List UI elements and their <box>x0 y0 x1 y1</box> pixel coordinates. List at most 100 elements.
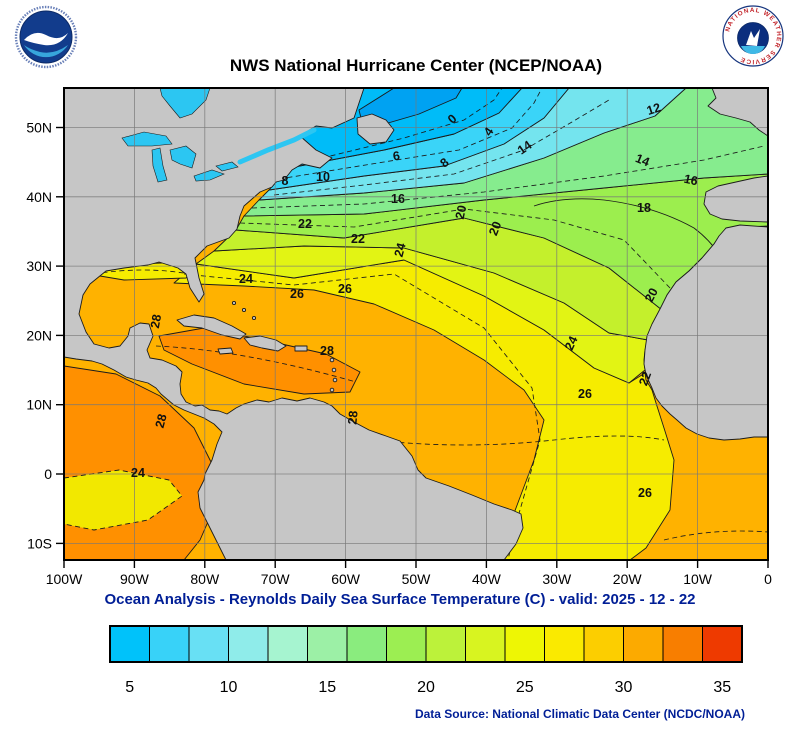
land-bahamas <box>241 307 247 313</box>
contour-label: 28 <box>345 410 360 425</box>
colorbar-tick-label: 20 <box>417 679 435 696</box>
contour-label: 26 <box>638 486 652 500</box>
lake-huron <box>169 145 197 169</box>
x-axis-label: 50W <box>402 571 432 587</box>
colorbar-cell <box>307 625 348 663</box>
x-axis-label: 80W <box>190 571 220 587</box>
contour-label: 24 <box>392 241 409 258</box>
x-axis-label: 70W <box>261 571 291 587</box>
land-europe-uk <box>707 88 768 137</box>
sst-map-figure: 100W 90W 80W 70W 60W 50W 40W 30W 20W 10W 0 50N 40N 30… <box>26 87 772 587</box>
contour-label: 12 <box>645 100 663 118</box>
x-axis-label: 20W <box>613 571 643 587</box>
isoline-19 <box>533 198 725 264</box>
nws-logo-icon: NATIONAL WEATHER SERVICE <box>722 5 784 67</box>
isoline-10 <box>273 99 610 196</box>
map-grid-and-labels: 100W 90W 80W 70W 60W 50W 40W 30W 20W 10W 0 50N 40N 30… <box>26 88 772 587</box>
colorbar-cell <box>425 625 466 663</box>
ocean-swash <box>24 45 68 58</box>
colorbar: 5 10 15 20 25 30 35 <box>109 625 743 696</box>
map-caption: Ocean Analysis - Reynolds Daily Sea Surf… <box>104 591 696 608</box>
contour-label: 20 <box>486 219 504 237</box>
land-americas <box>64 88 524 560</box>
colorbar-tick-label: 15 <box>318 679 336 696</box>
isoline-27-caribbean <box>155 345 357 383</box>
contour-label: 28 <box>153 412 170 429</box>
land-antilles <box>329 387 335 393</box>
contour-label: 20 <box>453 204 470 221</box>
colorbar-tick-label: 30 <box>615 679 633 696</box>
colorbar-cell <box>544 625 585 663</box>
x-axis-label: 30W <box>542 571 572 587</box>
contour-label: 22 <box>351 232 365 246</box>
contour-label: 14 <box>515 138 534 157</box>
seagull-icon <box>24 32 68 46</box>
isoline-27-tropics <box>373 435 665 446</box>
contour-label: 16 <box>391 192 405 206</box>
contour-label: 26 <box>578 387 592 401</box>
land-cuba <box>176 314 247 340</box>
x-axis-label: 10W <box>683 571 713 587</box>
land-puerto-rico <box>294 345 308 352</box>
noaa-logo-icon <box>14 5 78 69</box>
contour-label: 22 <box>298 217 312 231</box>
colorbar-cell <box>188 625 229 663</box>
contour-label: 6 <box>392 149 401 164</box>
x-axis-label: 0 <box>764 571 772 587</box>
contour-label: 24 <box>562 334 581 353</box>
x-axis-label: 40W <box>472 571 502 587</box>
land-newfoundland <box>356 113 395 145</box>
contour-label: 26 <box>338 282 352 296</box>
y-axis-label: 40N <box>26 189 52 205</box>
contour-label: 10 <box>316 170 330 184</box>
land-africa <box>643 224 768 441</box>
contour-label: 28 <box>320 344 334 358</box>
colorbar-cell <box>149 625 190 663</box>
contour-label: 8 <box>282 174 289 188</box>
sst-field <box>64 88 768 560</box>
st-lawrence-river <box>237 127 317 165</box>
colorbar-cell <box>662 625 703 663</box>
colorbar-tick-label: 10 <box>220 679 238 696</box>
lightning-icon <box>746 29 760 46</box>
colorbar-figure: 5 10 15 20 25 30 35 <box>109 625 743 696</box>
lake-michigan <box>151 147 168 183</box>
colorbar-cell <box>583 625 624 663</box>
hudson-bay <box>159 88 211 119</box>
lake-ontario <box>215 161 239 172</box>
isoline-2 <box>313 88 503 161</box>
noaa-ring-text-band <box>14 5 78 69</box>
wave-swash <box>741 46 765 55</box>
lake-erie <box>193 169 225 182</box>
land-bahamas <box>251 315 257 321</box>
contour-label: 18 <box>637 201 651 215</box>
data-source-note: Data Source: National Climatic Data Cent… <box>414 707 745 721</box>
isoline-14 <box>251 145 765 209</box>
colorbar-cell <box>702 625 743 663</box>
x-axis-label: 60W <box>331 571 361 587</box>
sst-band-24-pacific-tongue <box>64 469 183 531</box>
contour-label: 24 <box>131 466 145 480</box>
land-antilles <box>329 357 335 363</box>
colorbar-cell <box>109 625 150 663</box>
land-antilles <box>332 377 338 383</box>
y-axis-label: 30N <box>26 258 52 274</box>
colorbar-tick-label: 25 <box>516 679 534 696</box>
y-axis-label: 50N <box>26 120 52 136</box>
isoline-6 <box>278 88 543 180</box>
colorbar-cell <box>228 625 269 663</box>
contour-label: 14 <box>633 151 651 169</box>
page-title: NWS National Hurricane Center (NCEP/NOAA… <box>229 56 603 75</box>
x-axis-label: 100W <box>46 571 83 587</box>
map-frame <box>63 87 769 561</box>
colorbar-cell <box>346 625 387 663</box>
isoline-18 <box>239 208 671 289</box>
colorbar-cell <box>465 625 506 663</box>
y-axis-label: 10S <box>27 535 52 551</box>
colorbar-tick-label: 35 <box>713 679 731 696</box>
colorbar-cell <box>386 625 427 663</box>
land-bahamas <box>231 300 237 306</box>
colorbar-cell <box>504 625 545 663</box>
y-axis-label: 20N <box>26 327 52 343</box>
